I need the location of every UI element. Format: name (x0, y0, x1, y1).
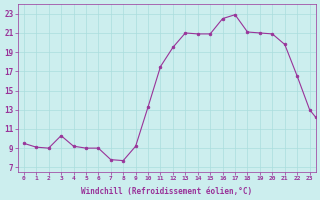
X-axis label: Windchill (Refroidissement éolien,°C): Windchill (Refroidissement éolien,°C) (81, 187, 252, 196)
